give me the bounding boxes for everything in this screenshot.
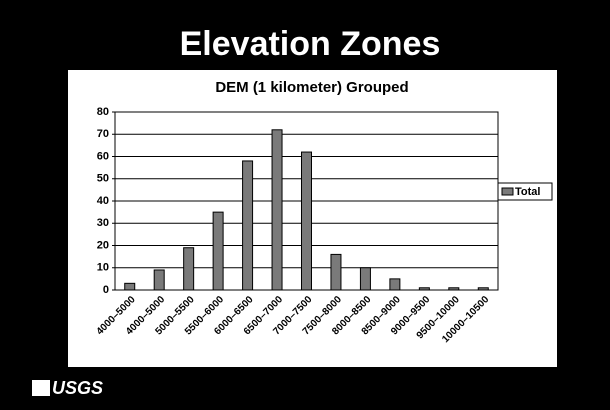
bar — [153, 269, 165, 291]
logo-text: USGS — [52, 378, 103, 398]
legend-label: Total — [515, 186, 540, 198]
bar — [389, 278, 401, 291]
y-tick-label: 40 — [97, 195, 109, 207]
bar — [183, 247, 195, 291]
bar — [124, 282, 136, 291]
logo-mark — [32, 380, 50, 396]
chart-panel — [68, 70, 557, 367]
legend-box — [497, 182, 553, 201]
bar — [330, 253, 342, 291]
bar — [271, 129, 283, 291]
y-tick-label: 20 — [97, 239, 109, 251]
y-tick-label: 60 — [97, 150, 109, 162]
bar — [212, 211, 224, 291]
y-tick-label: 0 — [103, 284, 109, 296]
bar — [301, 151, 312, 291]
bar — [477, 287, 489, 291]
slide-title: Elevation Zones — [180, 25, 441, 63]
y-tick-label: 80 — [97, 106, 109, 118]
legend-swatch — [501, 187, 514, 196]
bar — [242, 160, 254, 291]
y-tick-label: 10 — [97, 262, 109, 274]
bar — [448, 287, 460, 291]
y-tick-label: 30 — [97, 217, 109, 229]
bar — [359, 267, 371, 291]
bar — [418, 287, 430, 291]
y-tick-label: 70 — [97, 128, 109, 140]
y-tick-label: 50 — [97, 173, 109, 185]
chart-title: DEM (1 kilometer) Grouped — [215, 79, 408, 96]
logo: USGS — [32, 378, 103, 398]
